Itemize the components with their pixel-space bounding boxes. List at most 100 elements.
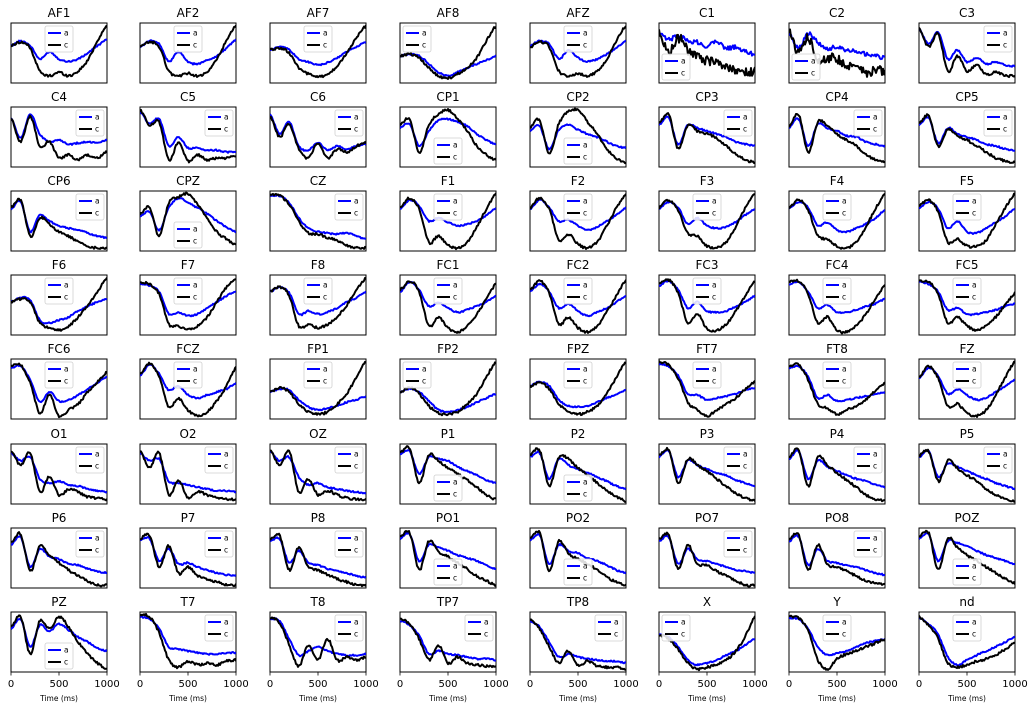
x-tick-label: 500 bbox=[308, 679, 327, 690]
series-c-line bbox=[140, 361, 236, 418]
series-c-line bbox=[659, 615, 755, 672]
legend: ac bbox=[75, 193, 105, 221]
legend-label-c: c bbox=[873, 462, 877, 471]
panel-title: FC5 bbox=[956, 258, 979, 272]
legend-label-a: a bbox=[224, 113, 229, 122]
series-c-line bbox=[789, 447, 885, 503]
legend-label-c: c bbox=[224, 125, 228, 134]
legend-label-a: a bbox=[193, 365, 198, 374]
legend: ac bbox=[173, 221, 203, 249]
series-a-line bbox=[919, 532, 1015, 566]
panel-fz: FZ ac bbox=[918, 342, 1016, 420]
series-c-line bbox=[400, 530, 496, 587]
legend-label-a: a bbox=[811, 57, 816, 66]
legend-label-a: a bbox=[842, 281, 847, 290]
legend-box bbox=[952, 277, 982, 305]
series-c-line bbox=[659, 29, 755, 77]
panel-fc6: FC6 ac bbox=[10, 342, 108, 420]
legend-label-a: a bbox=[95, 113, 100, 122]
series-c-line bbox=[400, 26, 496, 80]
series-c-line bbox=[11, 24, 107, 78]
legend-label-a: a bbox=[873, 450, 878, 459]
panel-title: POZ bbox=[955, 511, 980, 525]
legend-label-c: c bbox=[64, 293, 68, 302]
panel-title: PO2 bbox=[566, 511, 590, 525]
x-axis-label: Time (ms) bbox=[947, 694, 986, 703]
series-a-line bbox=[530, 532, 626, 575]
panel-fp1: FP1 ac bbox=[269, 342, 367, 420]
legend-label-a: a bbox=[712, 281, 717, 290]
panel-title: FZ bbox=[959, 342, 974, 356]
panel-fp2: FP2 ac bbox=[399, 342, 497, 420]
legend-label-c: c bbox=[972, 377, 976, 386]
legend-label-a: a bbox=[453, 562, 458, 571]
x-tick-label: 1000 bbox=[742, 679, 767, 690]
legend-box bbox=[563, 137, 593, 165]
x-tick-label: 0 bbox=[397, 679, 403, 690]
legend: ac bbox=[853, 446, 883, 474]
legend-label-c: c bbox=[842, 377, 846, 386]
panel-p5: P5 ac bbox=[918, 427, 1016, 505]
panel-af7: AF7 ac bbox=[269, 6, 367, 84]
panel-t8: T8 ac 0 500 1000 Time (ms) bbox=[267, 595, 379, 703]
panel-title: OZ bbox=[309, 427, 327, 441]
x-tick-label: 500 bbox=[827, 679, 846, 690]
panel-title: P7 bbox=[181, 511, 196, 525]
panel-pz: PZ ac 0 500 1000 Time (ms) bbox=[8, 595, 120, 703]
panel-cp4: CP4 ac bbox=[788, 90, 886, 168]
legend-label-a: a bbox=[453, 281, 458, 290]
panel-title: FC3 bbox=[696, 258, 719, 272]
legend-label-a: a bbox=[453, 197, 458, 206]
panel-frame bbox=[269, 106, 367, 168]
panel-title: F3 bbox=[700, 174, 715, 188]
legend-label-c: c bbox=[95, 546, 99, 555]
legend: ac bbox=[75, 446, 105, 474]
panel-f2: F2 ac bbox=[529, 174, 627, 252]
legend-box bbox=[661, 614, 691, 642]
panel-title: T7 bbox=[180, 595, 196, 609]
panel-poz: POZ ac bbox=[918, 511, 1016, 589]
panel-title: FC1 bbox=[437, 258, 460, 272]
x-tick-label: 500 bbox=[957, 679, 976, 690]
legend-box bbox=[204, 446, 234, 474]
panel-f6: F6 ac bbox=[10, 258, 108, 336]
legend: ac bbox=[952, 558, 982, 586]
legend-label-c: c bbox=[453, 490, 457, 499]
panel-c5: C5 ac bbox=[139, 90, 237, 168]
legend-label-a: a bbox=[1003, 113, 1008, 122]
legend: ac bbox=[692, 193, 722, 221]
legend-label-c: c bbox=[193, 41, 197, 50]
panel-x: Xac 0 500 1000 Time (ms) bbox=[656, 595, 768, 703]
legend-box bbox=[173, 277, 203, 305]
panel-title: C5 bbox=[180, 90, 196, 104]
series-a-line bbox=[11, 451, 107, 494]
series-a-line bbox=[11, 38, 107, 63]
legend-label-c: c bbox=[972, 630, 976, 639]
series-a-line bbox=[270, 450, 366, 495]
panel-title: PO8 bbox=[825, 511, 849, 525]
panel-po7: PO7 ac bbox=[658, 511, 756, 589]
series-a-line bbox=[400, 449, 496, 485]
legend-label-a: a bbox=[743, 534, 748, 543]
series-a-line bbox=[270, 536, 366, 579]
series-c-line bbox=[400, 445, 496, 501]
panel-title: CPZ bbox=[176, 174, 200, 188]
legend-label-c: c bbox=[842, 293, 846, 302]
series-a-line bbox=[919, 616, 1015, 667]
panel-oz: OZ ac bbox=[269, 427, 367, 505]
panel-f7: F7 ac bbox=[139, 258, 237, 336]
x-tick-label: 500 bbox=[178, 679, 197, 690]
legend-label-a: a bbox=[972, 281, 977, 290]
legend-label-c: c bbox=[453, 209, 457, 218]
legend: ac bbox=[402, 25, 432, 53]
series-c-line bbox=[400, 361, 496, 417]
legend-label-c: c bbox=[193, 377, 197, 386]
legend-label-a: a bbox=[323, 29, 328, 38]
legend: ac bbox=[563, 277, 593, 305]
legend-label-a: a bbox=[681, 57, 686, 66]
legend-label-c: c bbox=[712, 293, 716, 302]
legend-box bbox=[75, 193, 105, 221]
series-a-line bbox=[530, 620, 626, 665]
legend: ac bbox=[303, 361, 333, 389]
series-c-line bbox=[140, 612, 236, 670]
